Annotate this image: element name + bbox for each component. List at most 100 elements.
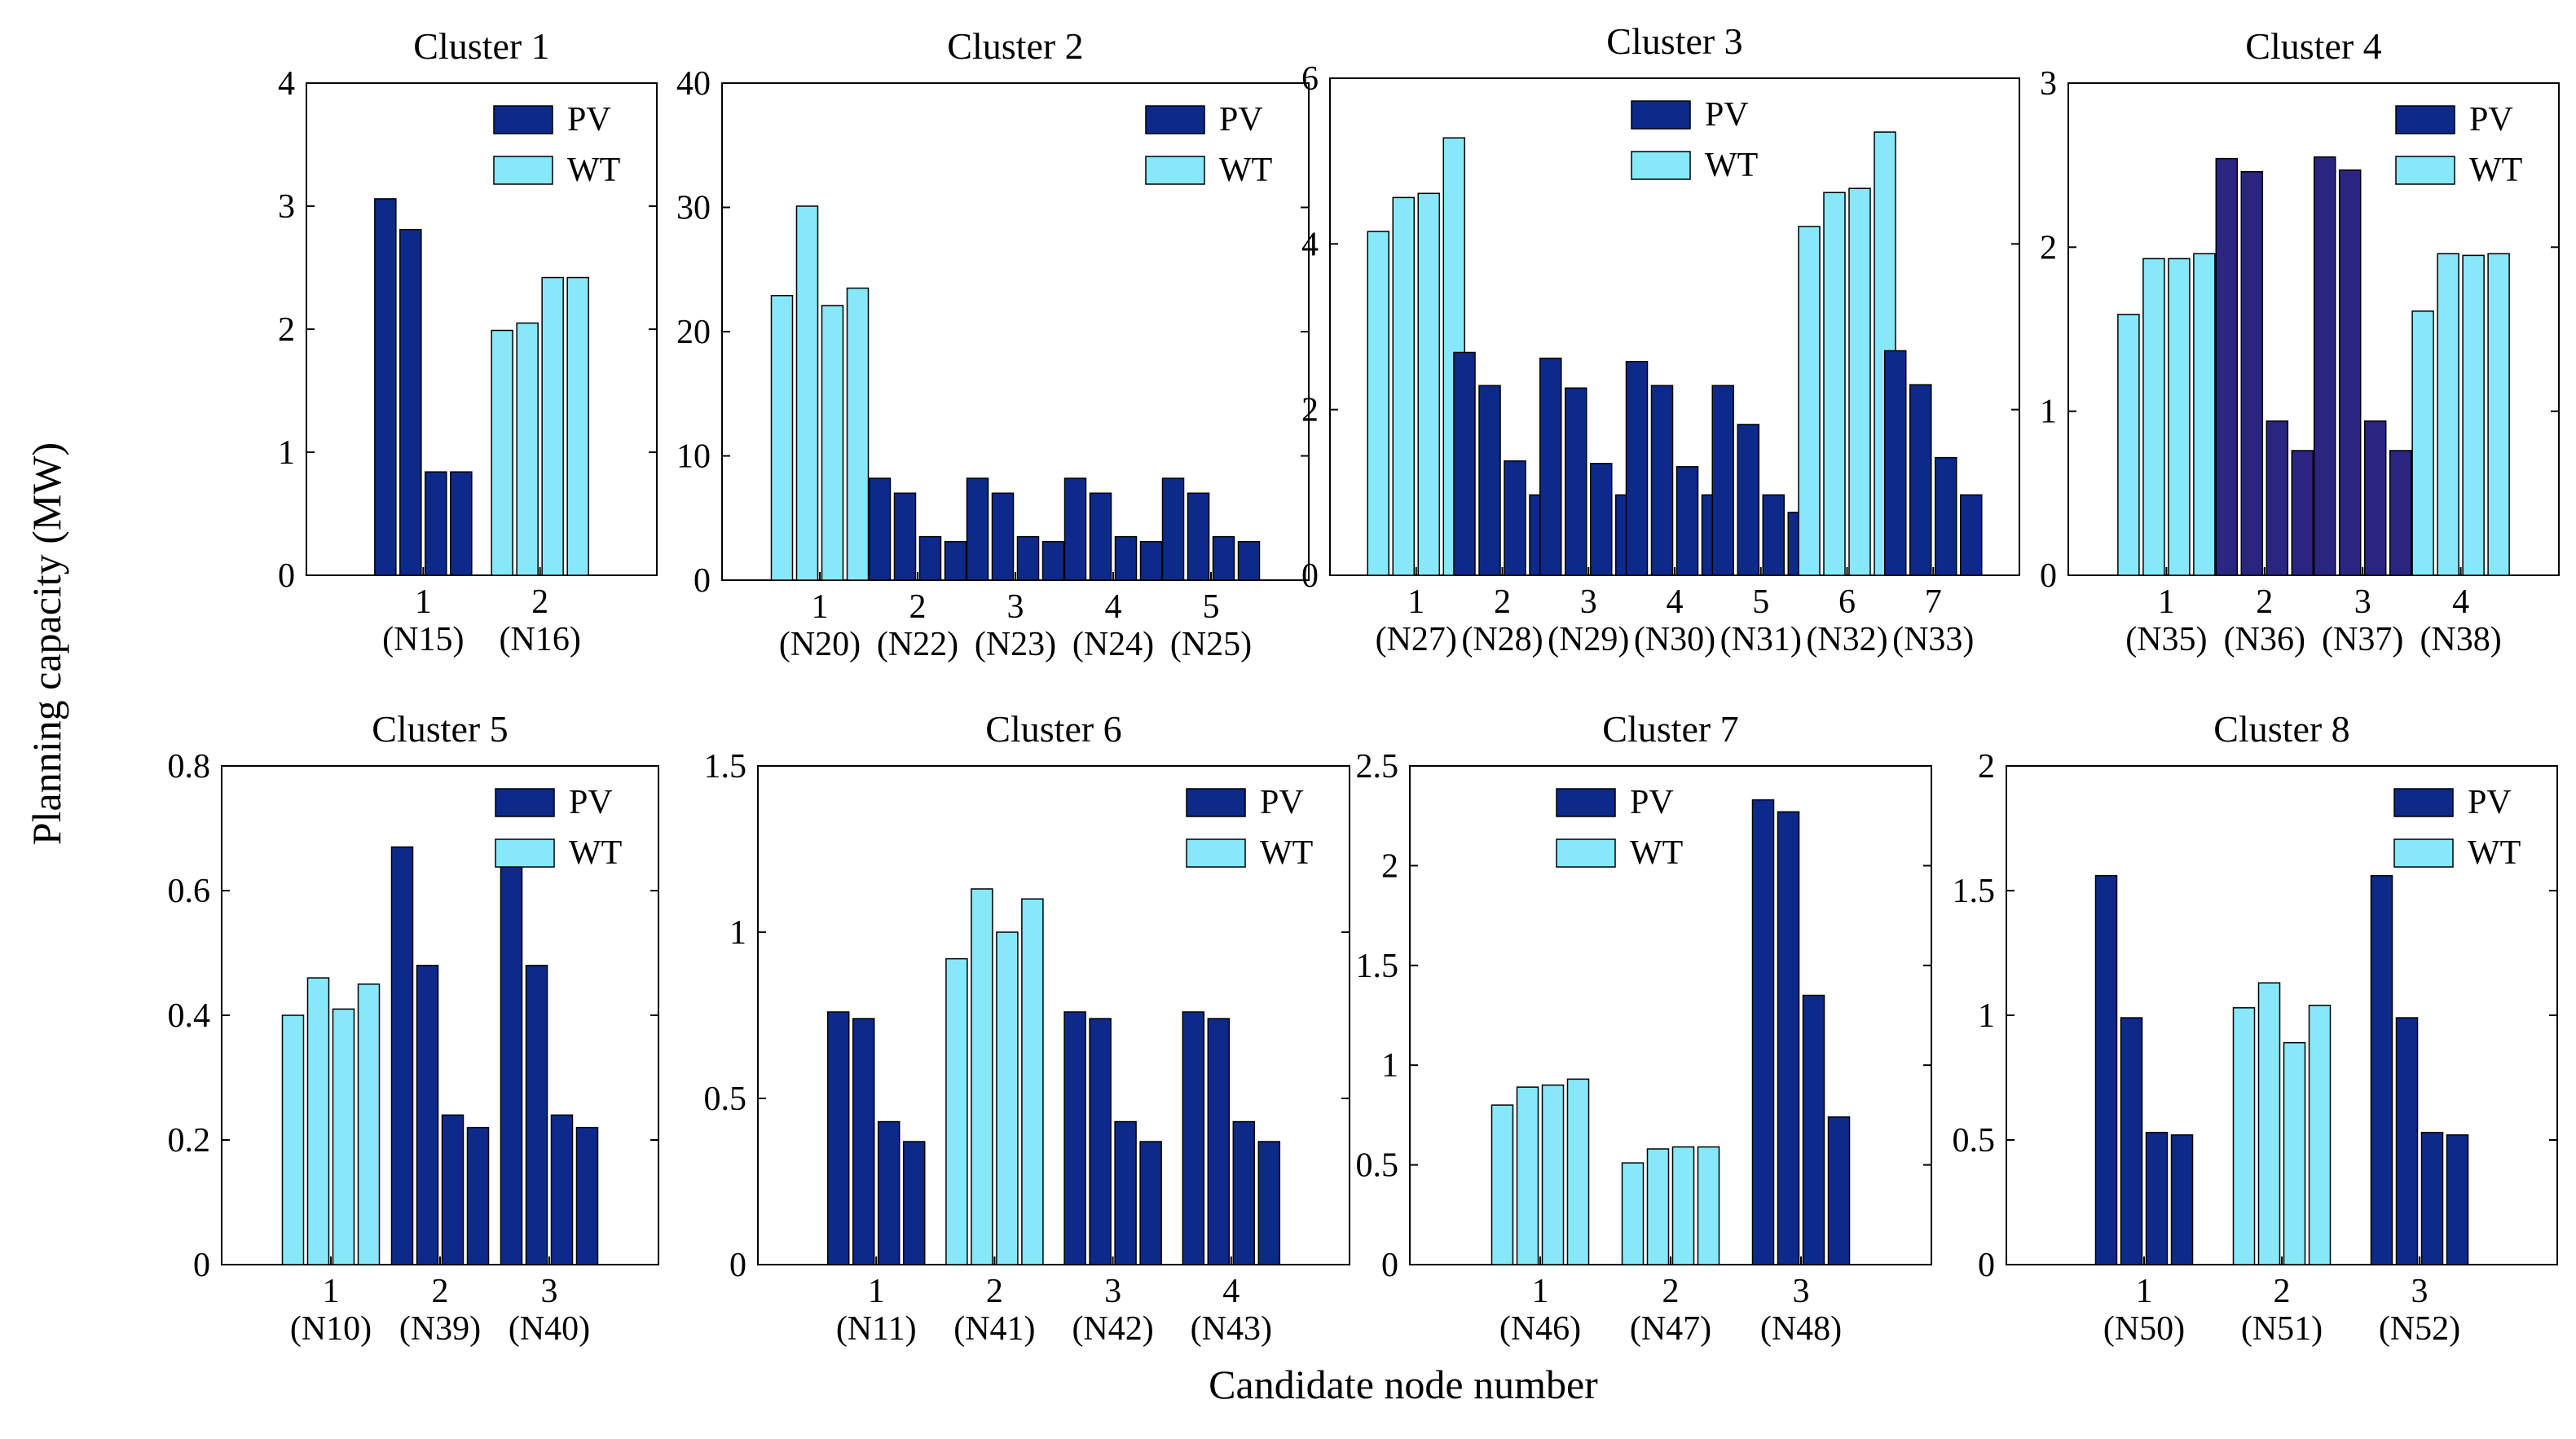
legend-swatch-wt xyxy=(2393,838,2454,868)
x-node-label: (N40) xyxy=(509,1310,590,1348)
pv-bar xyxy=(1478,385,1501,576)
pv-bar xyxy=(893,492,917,581)
pv-bar xyxy=(1884,350,1907,576)
pv-bar xyxy=(1625,360,1649,576)
x-tick-label: 3 xyxy=(1104,1273,1121,1310)
pv-bar xyxy=(1016,535,1040,581)
pv-bar xyxy=(1802,994,1825,1265)
pv-bar xyxy=(2363,420,2387,576)
x-node-label: (N15) xyxy=(382,621,464,658)
x-node-label: (N43) xyxy=(1191,1310,1272,1348)
x-tick-label: 3 xyxy=(541,1273,558,1310)
x-node-label: (N16) xyxy=(500,621,581,658)
pv-bar xyxy=(425,471,447,576)
pv-bar xyxy=(2420,1132,2444,1265)
legend-label-wt: WT xyxy=(2468,834,2521,872)
legend: PV WT xyxy=(2393,784,2521,872)
wt-bar xyxy=(971,888,993,1265)
pv-bar xyxy=(1063,477,1087,581)
chart-panel-4: Cluster 401231(N35)2(N36)3(N37)4(N38)PVW… xyxy=(2040,25,2560,658)
pv-bar xyxy=(1777,811,1800,1265)
x-node-label: (N35) xyxy=(2125,621,2207,658)
legend-swatch-wt xyxy=(2395,156,2455,185)
x-tick-label: 4 xyxy=(1222,1273,1240,1310)
chart-panel-5: Cluster 5 0 0.2 0.4 0.6 0.8 1(N10) 2(N39) 3(N40)… xyxy=(168,708,659,1348)
y-tick-label: 2 xyxy=(1978,748,1995,786)
y-tick-label: 1 xyxy=(729,914,746,952)
wt-bar xyxy=(1697,1146,1720,1265)
x-tick-label: 1 xyxy=(868,1273,885,1310)
pv-bar xyxy=(2446,1134,2469,1265)
pv-bar xyxy=(1257,1141,1281,1265)
x-node-label: (N30) xyxy=(1634,621,1715,658)
pv-bar xyxy=(1182,1011,1205,1265)
y-tick-label: 0.8 xyxy=(168,748,211,786)
legend: PV WT xyxy=(1556,784,1683,872)
legend: PV WT xyxy=(495,784,622,872)
legend-label-pv: PV xyxy=(569,784,613,821)
y-tick-label: 0 xyxy=(2040,557,2057,595)
pv-bar xyxy=(1960,494,1983,576)
x-tick-label: 3 xyxy=(1793,1273,1810,1310)
x-tick-label: 2 xyxy=(1662,1273,1680,1310)
pv-bar xyxy=(1187,492,1210,581)
pv-bar xyxy=(500,846,523,1265)
y-tick-label: 2 xyxy=(1381,847,1398,885)
pv-bar xyxy=(1751,799,1775,1265)
x-tick-label: 2 xyxy=(2274,1273,2291,1310)
x-node-label: (N11) xyxy=(836,1310,917,1348)
wt-bar xyxy=(2232,1007,2256,1265)
x-node-label: (N27) xyxy=(1376,621,1457,658)
wt-bar xyxy=(996,931,1019,1265)
y-tick-label: 0.2 xyxy=(168,1122,211,1160)
wt-bar xyxy=(2257,982,2281,1265)
x-node-label: (N10) xyxy=(290,1310,372,1348)
pv-bar xyxy=(1676,466,1699,576)
pv-bar xyxy=(2145,1132,2169,1265)
chart-panel-3: Cluster 302461(N27)2(N28)3(N29)4(N30)5(N… xyxy=(1301,20,2020,658)
legend-label-wt: WT xyxy=(1260,834,1313,872)
y-tick-label: 3 xyxy=(2040,65,2057,103)
wt-bar xyxy=(332,1008,355,1265)
pv-bar xyxy=(1711,385,1734,576)
wt-bar xyxy=(2308,1005,2332,1265)
wt-bar xyxy=(1541,1084,1565,1265)
legend: PV WT xyxy=(1186,784,1313,872)
x-tick-label: 3 xyxy=(1007,588,1024,626)
chart-title: Cluster 6 xyxy=(985,708,1121,750)
chart-title: Cluster 2 xyxy=(947,25,1083,67)
pv-bar xyxy=(1237,540,1261,581)
pv-bar xyxy=(525,965,548,1265)
pv-bar xyxy=(868,477,892,581)
pv-bar xyxy=(575,1126,599,1265)
pv-bar xyxy=(2389,450,2412,576)
x-node-label: (N33) xyxy=(1892,621,1974,658)
y-tick-label: 0.4 xyxy=(168,997,211,1035)
x-tick-label: 1 xyxy=(415,583,432,621)
wt-bar xyxy=(1566,1078,1590,1265)
x-tick-label: 4 xyxy=(2452,583,2469,621)
legend-swatch-wt xyxy=(1556,838,1616,868)
x-node-label: (N36) xyxy=(2224,621,2305,658)
pv-bar xyxy=(1650,385,1674,576)
wt-bar xyxy=(491,329,513,576)
legend-swatch-pv xyxy=(1556,788,1616,817)
pv-bar xyxy=(1539,357,1562,576)
pv-bar xyxy=(550,1114,574,1265)
x-tick-label: 1 xyxy=(812,588,829,626)
legend-label-pv: PV xyxy=(1705,96,1749,134)
wt-bar xyxy=(846,287,870,581)
pv-bar xyxy=(466,1126,490,1265)
y-tick-label: 2 xyxy=(2040,229,2057,266)
pv-bar xyxy=(416,965,439,1265)
chart-title: Cluster 4 xyxy=(2245,25,2381,67)
pv-bar xyxy=(374,198,397,576)
x-node-label: (N37) xyxy=(2322,621,2403,658)
pv-bar xyxy=(991,492,1015,581)
figure-ylabel: Planning capacity (MW) xyxy=(24,442,69,845)
wt-bar xyxy=(1392,196,1415,576)
legend-label-wt: WT xyxy=(1630,834,1683,872)
y-tick-label: 0 xyxy=(193,1247,210,1284)
x-tick-label: 4 xyxy=(1105,588,1122,626)
